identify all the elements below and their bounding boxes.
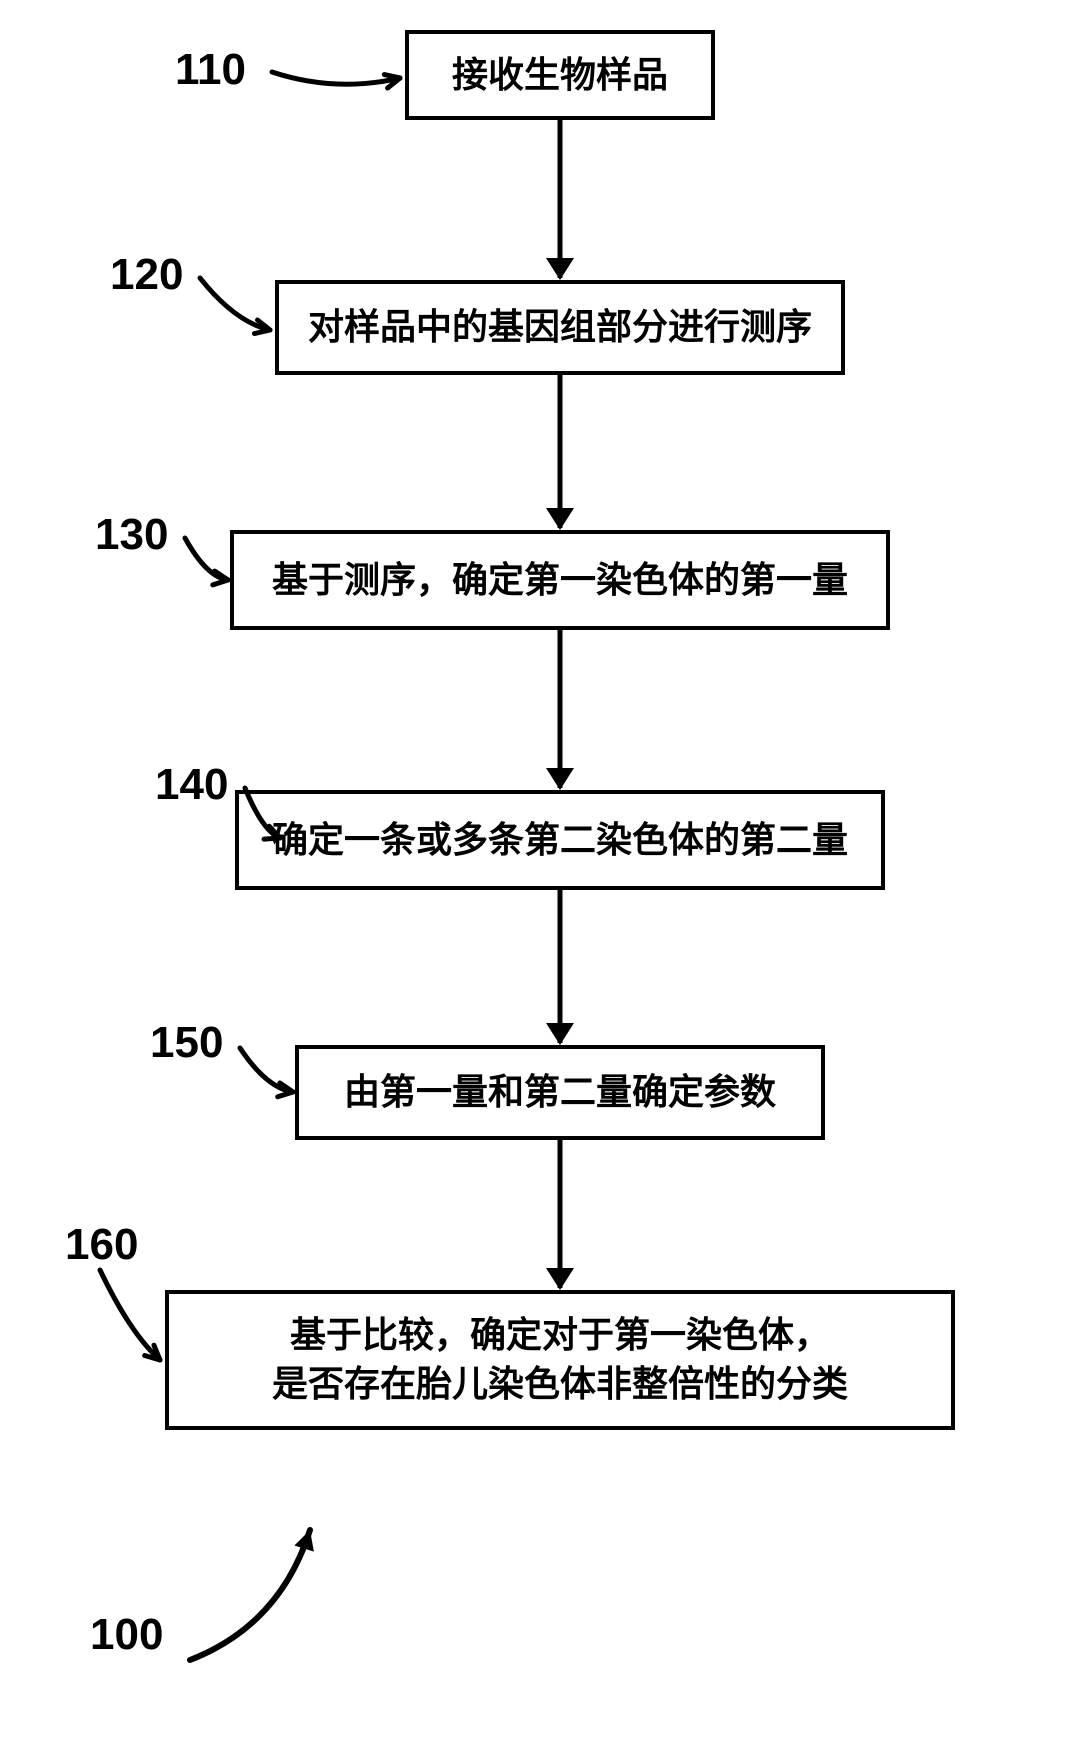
flow-node-n120: 对样品中的基因组部分进行测序 [275,280,845,375]
flow-node-n130: 基于测序，确定第一染色体的第一量 [230,530,890,630]
figure-ref-label: 100 [90,1610,163,1660]
flow-node-n110: 接收生物样品 [405,30,715,120]
flow-node-text: 基于比较，确定对于第一染色体， 是否存在胎儿染色体非整倍性的分类 [272,1311,848,1408]
flow-node-n160: 基于比较，确定对于第一染色体， 是否存在胎儿染色体非整倍性的分类 [165,1290,955,1430]
flow-node-text: 确定一条或多条第二染色体的第二量 [272,816,848,865]
flow-node-text: 基于测序，确定第一染色体的第一量 [272,556,848,605]
step-label-110: 110 [175,45,246,95]
flow-node-text: 由第一量和第二量确定参数 [344,1068,776,1117]
flow-node-n140: 确定一条或多条第二染色体的第二量 [235,790,885,890]
flow-node-n150: 由第一量和第二量确定参数 [295,1045,825,1140]
flow-node-text: 对样品中的基因组部分进行测序 [308,303,812,352]
flowchart-canvas: 接收生物样品110 对样品中的基因组部分进行测序120 基于测序，确定第一染色体… [0,0,1080,1745]
flow-node-text: 接收生物样品 [452,51,668,100]
